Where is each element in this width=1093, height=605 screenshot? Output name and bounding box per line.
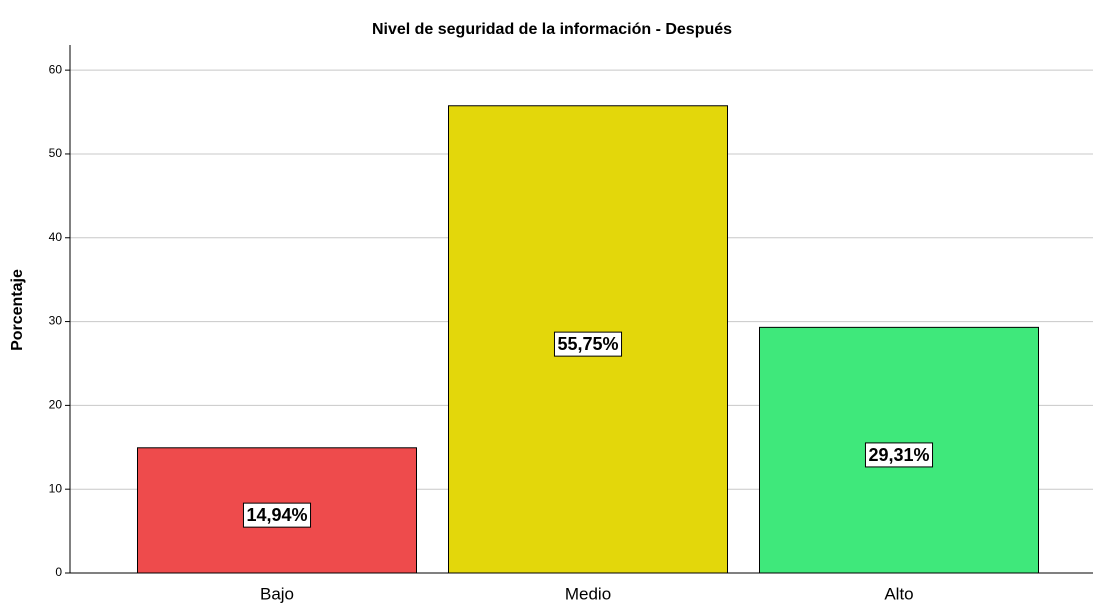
x-tick-label: Bajo [260, 584, 294, 603]
y-tick-label: 40 [49, 230, 63, 244]
x-tick-label: Medio [565, 584, 611, 603]
value-label: 14,94% [246, 505, 307, 525]
y-tick-label: 0 [55, 565, 62, 579]
value-label: 29,31% [868, 445, 929, 465]
value-label: 55,75% [557, 334, 618, 354]
y-axis-label: Porcentaje [9, 269, 26, 351]
y-tick-label: 30 [49, 314, 63, 328]
y-tick-label: 20 [49, 398, 63, 412]
chart-title: Nivel de seguridad de la información - D… [372, 21, 732, 38]
value-label-box [553, 331, 623, 357]
value-label-box [242, 502, 312, 528]
value-label-box [864, 442, 934, 468]
y-tick-label: 10 [49, 481, 63, 495]
y-tick-label: 50 [49, 146, 63, 160]
x-tick-label: Alto [884, 584, 913, 603]
y-tick-label: 60 [49, 62, 63, 76]
